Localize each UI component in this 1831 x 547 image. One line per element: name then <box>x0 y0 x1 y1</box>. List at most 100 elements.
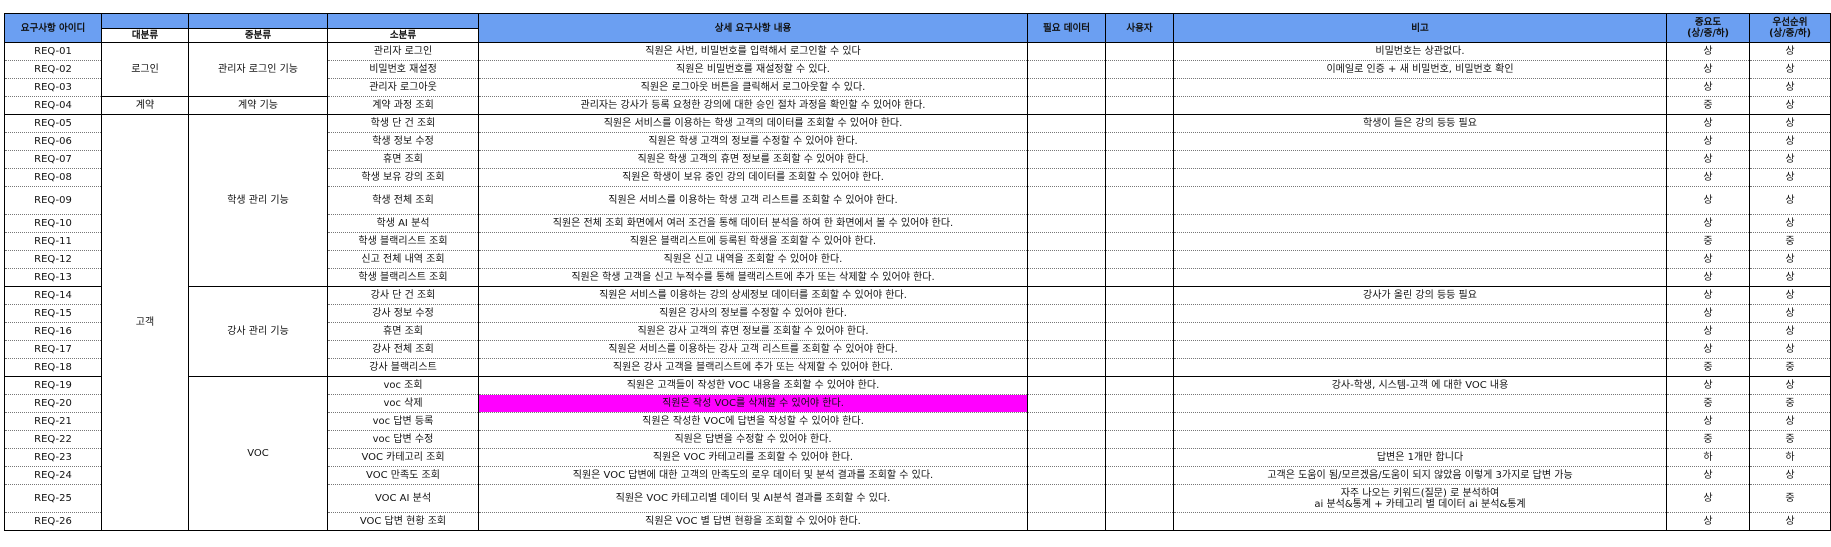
priority-cell: 상 <box>1749 60 1831 79</box>
req-id-cell: REQ-05 <box>4 114 102 133</box>
table-row: REQ-22 voc 답변 수정 직원은 답변을 수정할 수 있어야 한다. 중… <box>4 430 1831 449</box>
category-small-cell: 신고 전체 내역 조회 <box>327 250 479 269</box>
category-small-cell: 계약 과정 조회 <box>327 96 479 115</box>
category-small-cell: 학생 전체 조회 <box>327 186 479 215</box>
importance-cell: 상 <box>1666 60 1750 79</box>
priority-cell: 상 <box>1749 304 1831 323</box>
detail-cell: 직원은 작성한 VOC에 답변을 작성할 수 있어야 한다. <box>478 412 1028 431</box>
note-cell <box>1173 268 1667 287</box>
category-small-cell: 휴면 조회 <box>327 322 479 341</box>
detail-cell: 직원은 블랙리스트에 등록된 학생을 조회할 수 있어야 한다. <box>478 232 1028 251</box>
header-user: 사용자 <box>1105 13 1174 43</box>
required-data-cell <box>1027 250 1106 269</box>
priority-cell: 중 <box>1749 358 1831 377</box>
header-category-small: 소분류 <box>327 28 479 43</box>
table-row: REQ-08 학생 보유 강의 조회 직원은 학생이 보유 중인 강의 데이터를… <box>4 168 1831 187</box>
user-cell <box>1105 168 1174 187</box>
table-row: REQ-12 신고 전체 내역 조회 직원은 신고 내역을 조회할 수 있어야 … <box>4 250 1831 269</box>
note-cell <box>1173 132 1667 151</box>
category-small-cell: voc 조회 <box>327 376 479 395</box>
detail-cell: 직원은 로그아웃 버튼을 클릭해서 로그아웃할 수 있다. <box>478 78 1028 97</box>
importance-cell: 상 <box>1666 186 1750 215</box>
req-id-cell: REQ-26 <box>4 512 102 531</box>
table-row: REQ-11 학생 블랙리스트 조회 직원은 블랙리스트에 등록된 학생을 조회… <box>4 232 1831 251</box>
detail-cell: 직원은 답변을 수정할 수 있어야 한다. <box>478 430 1028 449</box>
priority-cell: 상 <box>1749 150 1831 169</box>
category-small-cell: 학생 블랙리스트 조회 <box>327 268 479 287</box>
detail-cell: 직원은 VOC 카테고리별 데이터 및 AI분석 결과를 조회할 수 있다. <box>478 484 1028 513</box>
table-row: REQ-26 VOC 답변 현황 조회 직원은 VOC 별 답변 현황을 조회할… <box>4 512 1831 531</box>
user-cell <box>1105 232 1174 251</box>
table-row: REQ-23 VOC 카테고리 조회 직원은 VOC 카테고리를 조회할 수 있… <box>4 448 1831 467</box>
detail-cell: 직원은 VOC 답변에 대한 고객의 만족도의 로우 데이터 및 분석 결과를 … <box>478 466 1028 485</box>
importance-cell: 상 <box>1666 340 1750 359</box>
priority-cell: 상 <box>1749 322 1831 341</box>
required-data-cell <box>1027 304 1106 323</box>
required-data-cell <box>1027 96 1106 115</box>
user-cell <box>1105 340 1174 359</box>
required-data-cell <box>1027 186 1106 215</box>
user-cell <box>1105 186 1174 215</box>
detail-cell: 직원은 학생이 보유 중인 강의 데이터를 조회할 수 있어야 한다. <box>478 168 1028 187</box>
table-row: REQ-14 강사 관리 기능 강사 단 건 조회 직원은 서비스를 이용하는 … <box>4 286 1831 377</box>
importance-cell: 상 <box>1666 466 1750 485</box>
priority-cell: 상 <box>1749 132 1831 151</box>
category-large-cell: 고객 <box>101 114 189 531</box>
detail-cell-highlighted: 직원은 작성 VOC를 삭제할 수 있어야 한다. <box>478 394 1028 413</box>
user-cell <box>1105 466 1174 485</box>
note-cell <box>1173 250 1667 269</box>
priority-cell: 상 <box>1749 340 1831 359</box>
note-cell: 강사-학생, 시스템-고객 에 대한 VOC 내용 <box>1173 376 1667 395</box>
required-data-cell <box>1027 214 1106 233</box>
detail-cell: 직원은 강사 고객의 휴면 정보를 조회할 수 있어야 한다. <box>478 322 1028 341</box>
user-cell <box>1105 78 1174 97</box>
detail-cell: 직원은 강사 고객을 블랙리스트에 추가 또는 삭제할 수 있어야 한다. <box>478 358 1028 377</box>
detail-cell: 직원은 학생 고객의 정보를 수정할 수 있어야 한다. <box>478 132 1028 151</box>
user-cell <box>1105 376 1174 395</box>
category-small-cell: voc 삭제 <box>327 394 479 413</box>
note-cell <box>1173 232 1667 251</box>
importance-cell: 상 <box>1666 150 1750 169</box>
req-id-cell: REQ-11 <box>4 232 102 251</box>
required-data-cell <box>1027 466 1106 485</box>
note-cell: 학생이 들은 강의 등등 필요 <box>1173 114 1667 133</box>
user-cell <box>1105 430 1174 449</box>
category-mid-cell: 강사 관리 기능 <box>188 286 328 377</box>
note-cell <box>1173 304 1667 323</box>
note-cell <box>1173 430 1667 449</box>
importance-cell: 상 <box>1666 286 1750 305</box>
priority-cell: 상 <box>1749 168 1831 187</box>
user-cell <box>1105 512 1174 531</box>
category-small-cell: voc 답변 등록 <box>327 412 479 431</box>
note-cell: 강사가 올린 강의 등등 필요 <box>1173 286 1667 305</box>
user-cell <box>1105 448 1174 467</box>
priority-cell: 상 <box>1749 78 1831 97</box>
required-data-cell <box>1027 430 1106 449</box>
req-id-cell: REQ-12 <box>4 250 102 269</box>
priority-cell: 중 <box>1749 430 1831 449</box>
req-id-cell: REQ-10 <box>4 214 102 233</box>
required-data-cell <box>1027 358 1106 377</box>
user-cell <box>1105 42 1174 61</box>
priority-cell: 상 <box>1749 286 1831 305</box>
user-cell <box>1105 394 1174 413</box>
importance-cell: 상 <box>1666 322 1750 341</box>
category-small-cell: 강사 블랙리스트 <box>327 358 479 377</box>
user-cell <box>1105 286 1174 305</box>
req-id-cell: REQ-17 <box>4 340 102 359</box>
table-row: REQ-01 로그인 관리자 로그인 기능 관리자 로그인 직원은 사번, 비밀… <box>4 42 1831 97</box>
priority-cell: 중 <box>1749 232 1831 251</box>
req-id-cell: REQ-19 <box>4 376 102 395</box>
note-cell: 고객은 도움이 됨/모르겠음/도움이 되지 않았음 이렇게 3가지로 답변 가능 <box>1173 466 1667 485</box>
category-small-cell: 학생 AI 분석 <box>327 214 479 233</box>
required-data-cell <box>1027 60 1106 79</box>
detail-cell: 직원은 서비스를 이용하는 학생 고객 리스트를 조회할 수 있어야 한다. <box>478 186 1028 215</box>
table-row: REQ-21 voc 답변 등록 직원은 작성한 VOC에 답변을 작성할 수 … <box>4 412 1831 431</box>
importance-cell: 상 <box>1666 78 1750 97</box>
req-id-cell: REQ-16 <box>4 322 102 341</box>
importance-cell: 상 <box>1666 484 1750 513</box>
user-cell <box>1105 96 1174 115</box>
header-required-data: 필요 데이터 <box>1027 13 1106 43</box>
priority-cell: 하 <box>1749 448 1831 467</box>
